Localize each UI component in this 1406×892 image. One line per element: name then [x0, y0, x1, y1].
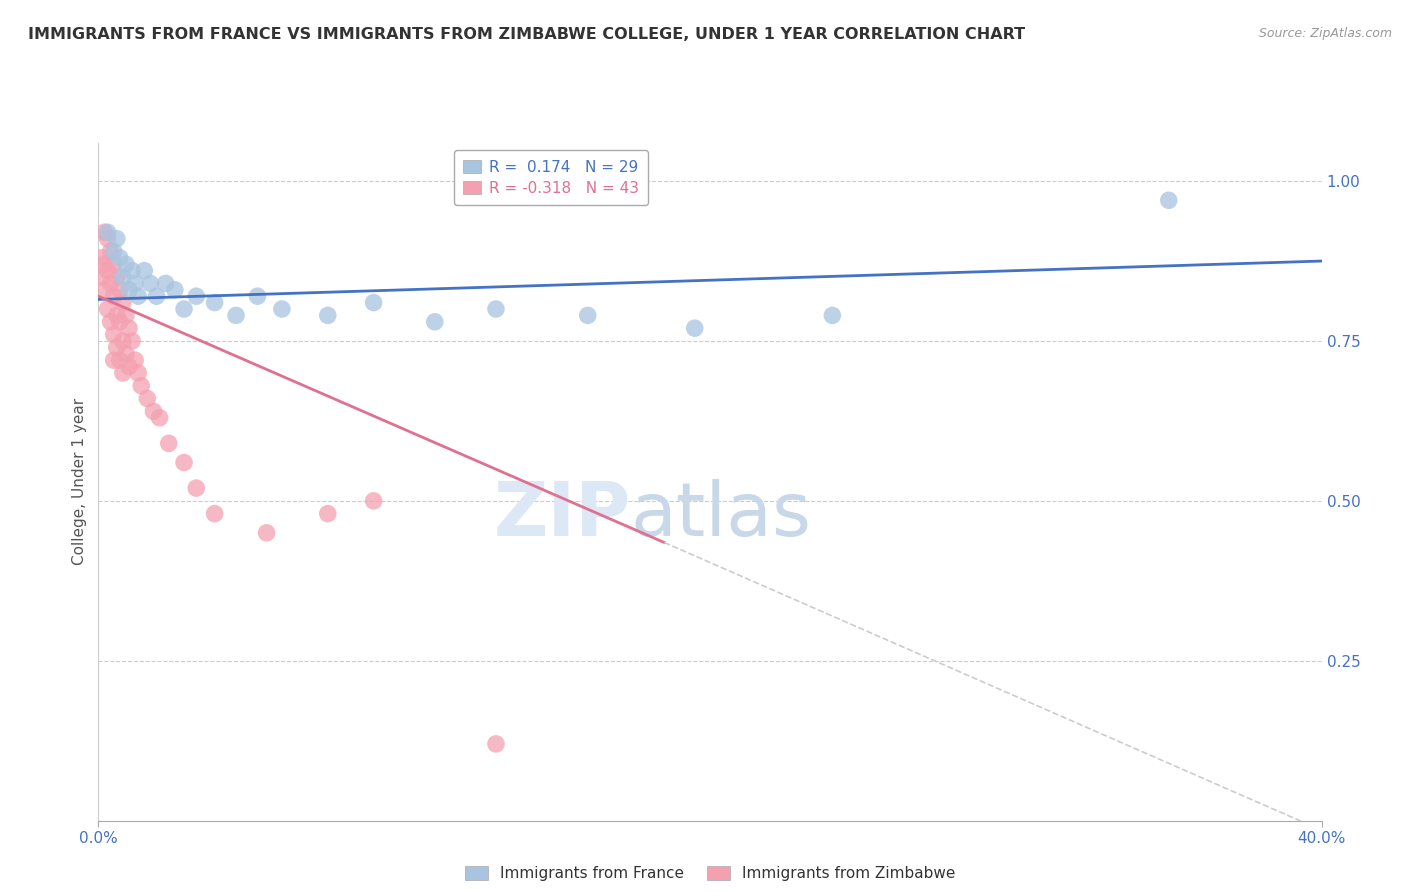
- Point: [90, 251, 112, 265]
- Point: [118, 359, 141, 374]
- Point: [139, 277, 162, 291]
- Point: [363, 494, 385, 508]
- Point: [121, 334, 143, 348]
- Point: [316, 309, 339, 323]
- Point: [204, 295, 226, 310]
- Point: [93, 283, 115, 297]
- Point: [93, 225, 115, 239]
- Point: [136, 392, 159, 406]
- Point: [118, 283, 141, 297]
- Point: [100, 315, 122, 329]
- Point: [124, 277, 146, 291]
- Point: [173, 301, 195, 316]
- Point: [111, 270, 134, 285]
- Point: [270, 301, 292, 316]
- Point: [246, 289, 269, 303]
- Point: [97, 225, 120, 239]
- Point: [121, 263, 143, 277]
- Point: [225, 309, 247, 323]
- Point: [111, 366, 134, 380]
- Point: [105, 340, 128, 354]
- Point: [97, 263, 120, 277]
- Point: [105, 270, 128, 285]
- Point: [103, 244, 125, 259]
- Point: [115, 257, 138, 271]
- Point: [97, 232, 120, 246]
- Legend: Immigrants from France, Immigrants from Zimbabwe: Immigrants from France, Immigrants from …: [458, 860, 962, 888]
- Point: [186, 289, 208, 303]
- Point: [1157, 194, 1180, 208]
- Point: [163, 283, 186, 297]
- Point: [103, 327, 125, 342]
- Text: Source: ZipAtlas.com: Source: ZipAtlas.com: [1258, 27, 1392, 40]
- Point: [108, 283, 131, 297]
- Point: [108, 315, 131, 329]
- Point: [115, 309, 138, 323]
- Point: [363, 295, 385, 310]
- Point: [145, 289, 167, 303]
- Point: [485, 737, 508, 751]
- Point: [576, 309, 599, 323]
- Point: [204, 507, 226, 521]
- Point: [111, 295, 134, 310]
- Point: [134, 263, 156, 277]
- Point: [186, 481, 208, 495]
- Text: IMMIGRANTS FROM FRANCE VS IMMIGRANTS FROM ZIMBABWE COLLEGE, UNDER 1 YEAR CORRELA: IMMIGRANTS FROM FRANCE VS IMMIGRANTS FRO…: [28, 27, 1025, 42]
- Point: [90, 270, 112, 285]
- Point: [93, 257, 115, 271]
- Point: [485, 301, 508, 316]
- Text: ZIP: ZIP: [494, 479, 630, 552]
- Point: [103, 353, 125, 368]
- Point: [124, 353, 146, 368]
- Point: [155, 277, 177, 291]
- Point: [149, 410, 172, 425]
- Point: [103, 289, 125, 303]
- Point: [111, 334, 134, 348]
- Point: [821, 309, 844, 323]
- Point: [423, 315, 446, 329]
- Point: [173, 455, 195, 469]
- Point: [316, 507, 339, 521]
- Point: [103, 257, 125, 271]
- Point: [142, 404, 165, 418]
- Point: [100, 277, 122, 291]
- Point: [127, 289, 149, 303]
- Point: [97, 301, 120, 316]
- Point: [100, 244, 122, 259]
- Text: atlas: atlas: [630, 479, 811, 552]
- Point: [157, 436, 180, 450]
- Point: [108, 353, 131, 368]
- Point: [108, 251, 131, 265]
- Point: [127, 366, 149, 380]
- Point: [256, 525, 278, 540]
- Point: [115, 347, 138, 361]
- Point: [683, 321, 706, 335]
- Point: [105, 232, 128, 246]
- Point: [105, 309, 128, 323]
- Point: [118, 321, 141, 335]
- Point: [129, 378, 152, 392]
- Y-axis label: College, Under 1 year: College, Under 1 year: [72, 398, 87, 566]
